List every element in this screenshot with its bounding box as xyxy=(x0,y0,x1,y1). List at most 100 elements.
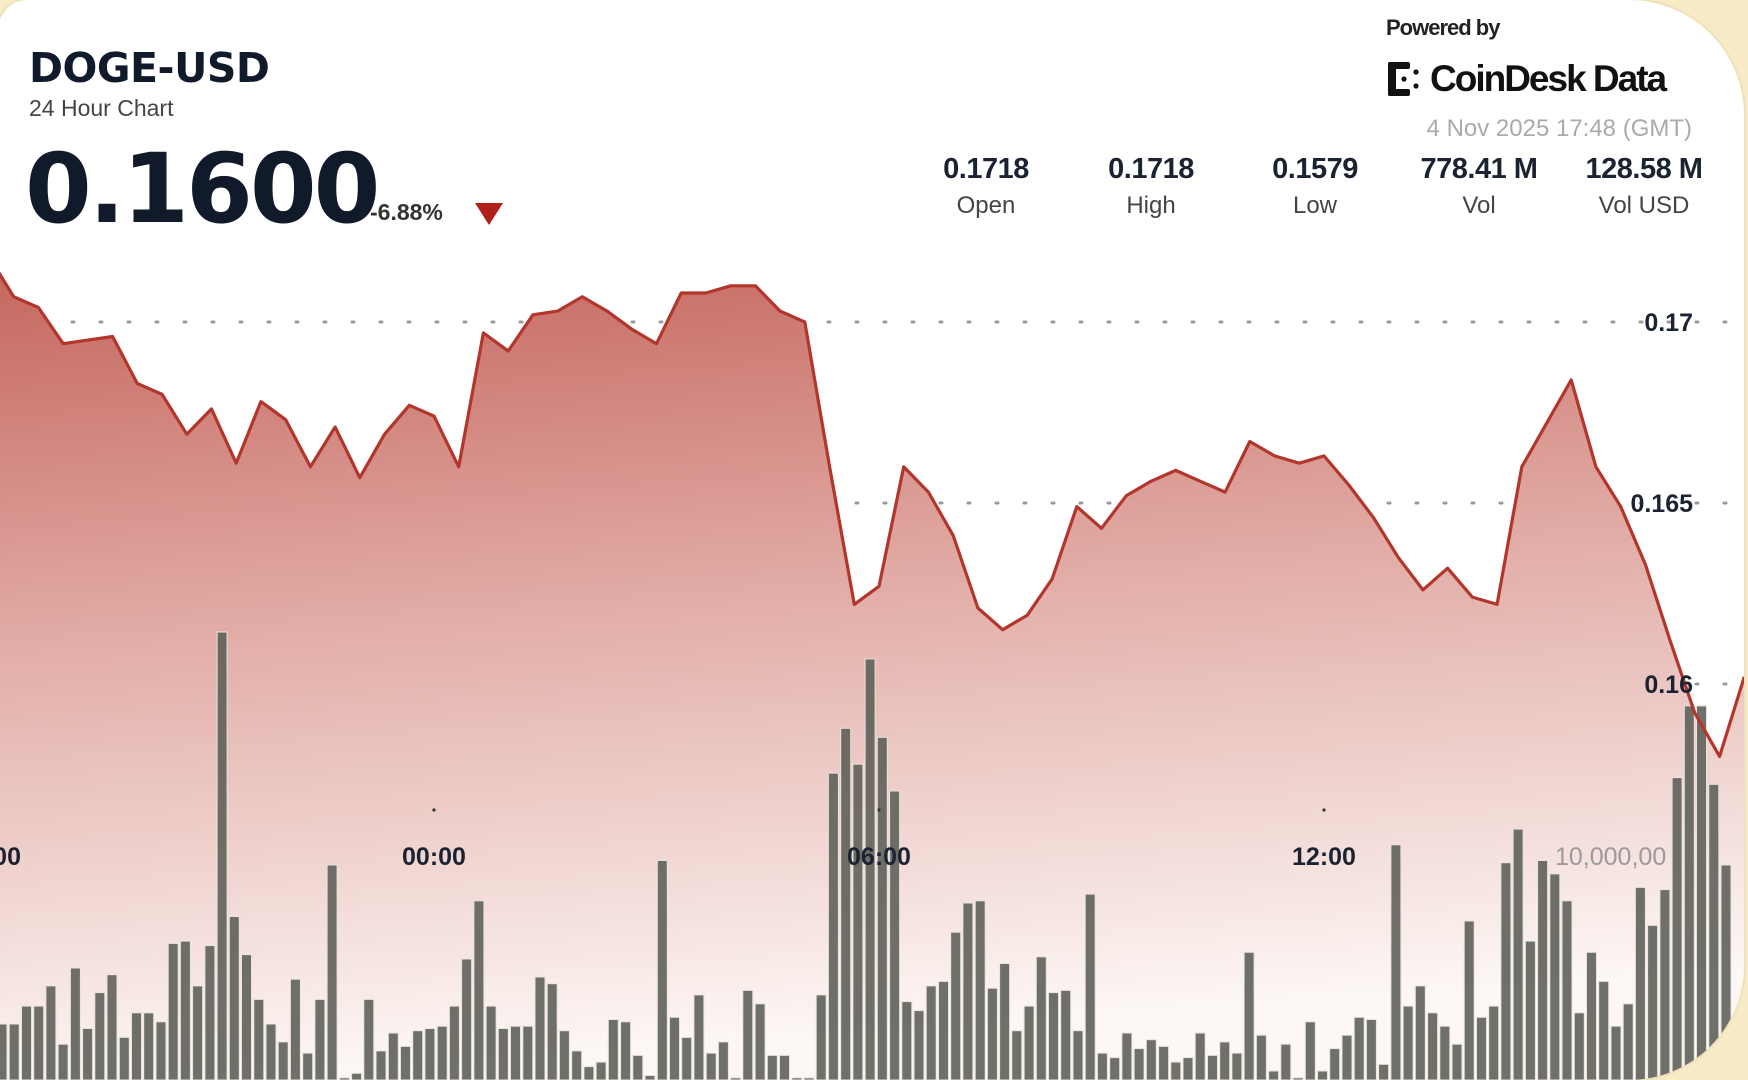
volume-bar xyxy=(1378,1063,1390,1080)
volume-bar xyxy=(656,860,668,1080)
volume-bar xyxy=(1671,777,1683,1080)
volume-bar xyxy=(1634,886,1646,1080)
volume-bar xyxy=(167,942,179,1080)
stat-value: 778.41 M xyxy=(1420,153,1538,185)
volume-bar xyxy=(558,1030,570,1080)
volume-bar xyxy=(1512,828,1524,1080)
volume-bar xyxy=(1696,705,1707,1080)
volume-bar xyxy=(1268,1070,1280,1080)
volume-bar xyxy=(999,963,1011,1080)
volume-bar xyxy=(1243,951,1255,1080)
x-tick-mark xyxy=(432,808,436,812)
volume-bar xyxy=(375,1050,387,1080)
x-tick-mark xyxy=(1322,808,1326,812)
volume-bar xyxy=(925,985,937,1080)
volume-bar xyxy=(1598,980,1610,1080)
volume-bar xyxy=(1048,992,1059,1080)
volume-bar xyxy=(1219,1041,1231,1080)
stat-label: Vol USD xyxy=(1598,192,1690,219)
volume-bar xyxy=(1622,1003,1634,1080)
volume-bar xyxy=(363,998,375,1080)
volume-bar xyxy=(693,994,705,1080)
volume-bar xyxy=(779,1054,790,1080)
x-tick-label: 00:00 xyxy=(402,843,466,871)
volume-bar xyxy=(228,916,240,1080)
volume-bar xyxy=(766,1054,778,1080)
volume-bar xyxy=(1158,1045,1170,1080)
chart-subtitle: 24 Hour Chart xyxy=(29,95,174,121)
volume-bar xyxy=(8,1023,20,1080)
volume-bar xyxy=(485,1005,497,1080)
volume-bar xyxy=(864,658,876,1080)
y-tick-label: 0.17 xyxy=(1644,309,1693,337)
volume-bar xyxy=(1365,1019,1377,1080)
volume-bar xyxy=(1133,1048,1145,1080)
volume-bar xyxy=(1170,1061,1182,1080)
volume-bar xyxy=(791,1077,803,1080)
volume-bar xyxy=(852,763,864,1080)
volume-bar xyxy=(424,1028,436,1080)
y-tick-label: 0.16 xyxy=(1644,671,1693,699)
volume-bar xyxy=(1683,705,1695,1080)
volume-bar xyxy=(387,1032,399,1080)
volume-bar xyxy=(827,772,839,1080)
volume-bar xyxy=(1537,860,1549,1080)
volume-bar xyxy=(1353,1016,1365,1080)
x-tick-mark xyxy=(877,808,881,812)
volume-bar xyxy=(1292,1077,1304,1080)
volume-bar xyxy=(950,931,962,1080)
volume-bar xyxy=(1524,940,1536,1080)
stat-open: 0.1718 Open xyxy=(906,153,1066,220)
stat-high: 0.1718 High xyxy=(1071,153,1231,220)
volume-bar xyxy=(1573,1012,1585,1080)
volume-bar xyxy=(717,1041,729,1080)
volume-bar xyxy=(754,1003,766,1080)
stat-value: 0.1579 xyxy=(1272,153,1358,185)
stat-label: Open xyxy=(956,192,1016,219)
x-tick-label: 12:00 xyxy=(1292,843,1356,871)
volume-bar xyxy=(583,1066,595,1080)
volume-bar xyxy=(1659,889,1671,1080)
volume-bar xyxy=(1549,873,1561,1080)
volume-bar xyxy=(1096,1052,1108,1080)
volume-bar xyxy=(1280,1043,1292,1080)
volume-bar xyxy=(314,998,326,1080)
volume-bar xyxy=(595,1061,607,1080)
volume-bar xyxy=(131,1012,142,1080)
volume-bar xyxy=(644,1075,656,1080)
volume-bar xyxy=(632,1054,644,1080)
volume-bar xyxy=(1586,951,1597,1080)
price-line xyxy=(0,271,1744,759)
x-tick-label: 18:00 xyxy=(0,843,21,871)
volume-bar xyxy=(742,989,754,1080)
volume-bar xyxy=(1463,920,1475,1080)
volume-bar xyxy=(1439,1025,1451,1080)
volume-bar xyxy=(534,976,546,1080)
volume-bar xyxy=(57,1043,69,1080)
volume-bar xyxy=(510,1025,521,1080)
volume-bar xyxy=(901,1001,913,1080)
volume-bar xyxy=(840,727,852,1080)
volume-bar xyxy=(497,1028,509,1080)
volume-bar xyxy=(216,631,228,1080)
volume-bar xyxy=(962,902,974,1080)
volume-bar xyxy=(277,1041,289,1080)
volume-bar xyxy=(938,980,949,1080)
volume-bar xyxy=(461,958,473,1080)
volume-bar xyxy=(473,900,485,1080)
symbol-title: DOGE-USD xyxy=(29,44,270,92)
volume-bar xyxy=(1451,1043,1463,1080)
current-price: 0.1600 xyxy=(25,133,380,245)
stat-label: Low xyxy=(1292,192,1338,219)
volume-bar xyxy=(1341,1034,1353,1080)
x-tick-label: 06:00 xyxy=(847,843,911,871)
stat-low: 0.1579 Low xyxy=(1235,153,1395,220)
volume-bar xyxy=(571,1050,583,1080)
volume-bar xyxy=(192,985,204,1080)
volume-bar xyxy=(669,1016,680,1080)
volume-bar xyxy=(289,978,301,1080)
volume-bar xyxy=(265,1023,277,1080)
volume-bar xyxy=(1500,862,1512,1080)
volume-bar xyxy=(33,1005,45,1080)
volume-bar xyxy=(1647,924,1659,1080)
